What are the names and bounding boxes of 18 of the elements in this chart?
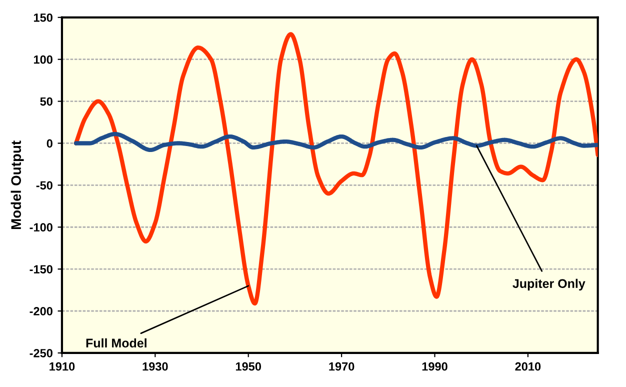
annotation: Full Model	[86, 338, 146, 348]
y-tick-label: 50	[40, 97, 52, 106]
y-tick-label: -200	[30, 307, 52, 316]
x-tick-label: 1970	[329, 362, 354, 371]
y-axis-title: Model Output	[10, 140, 24, 229]
y-tick-label: -250	[30, 348, 52, 358]
annotation: Jupiter Only	[512, 278, 586, 290]
x-tick-label: 1990	[422, 362, 448, 371]
y-tick-label: -150	[30, 265, 52, 274]
y-tick-label: 0	[46, 139, 52, 148]
y-tick-label: -50	[36, 181, 52, 190]
x-tick-label: 2010	[515, 362, 541, 371]
x-tick-label: 1950	[236, 362, 262, 371]
x-tick-label: 1910	[50, 362, 75, 371]
y-tick-label: 150	[34, 13, 52, 22]
y-tick-label: 100	[34, 55, 52, 64]
x-tick-label: 1930	[142, 362, 168, 371]
y-tick-label: -100	[30, 223, 52, 232]
